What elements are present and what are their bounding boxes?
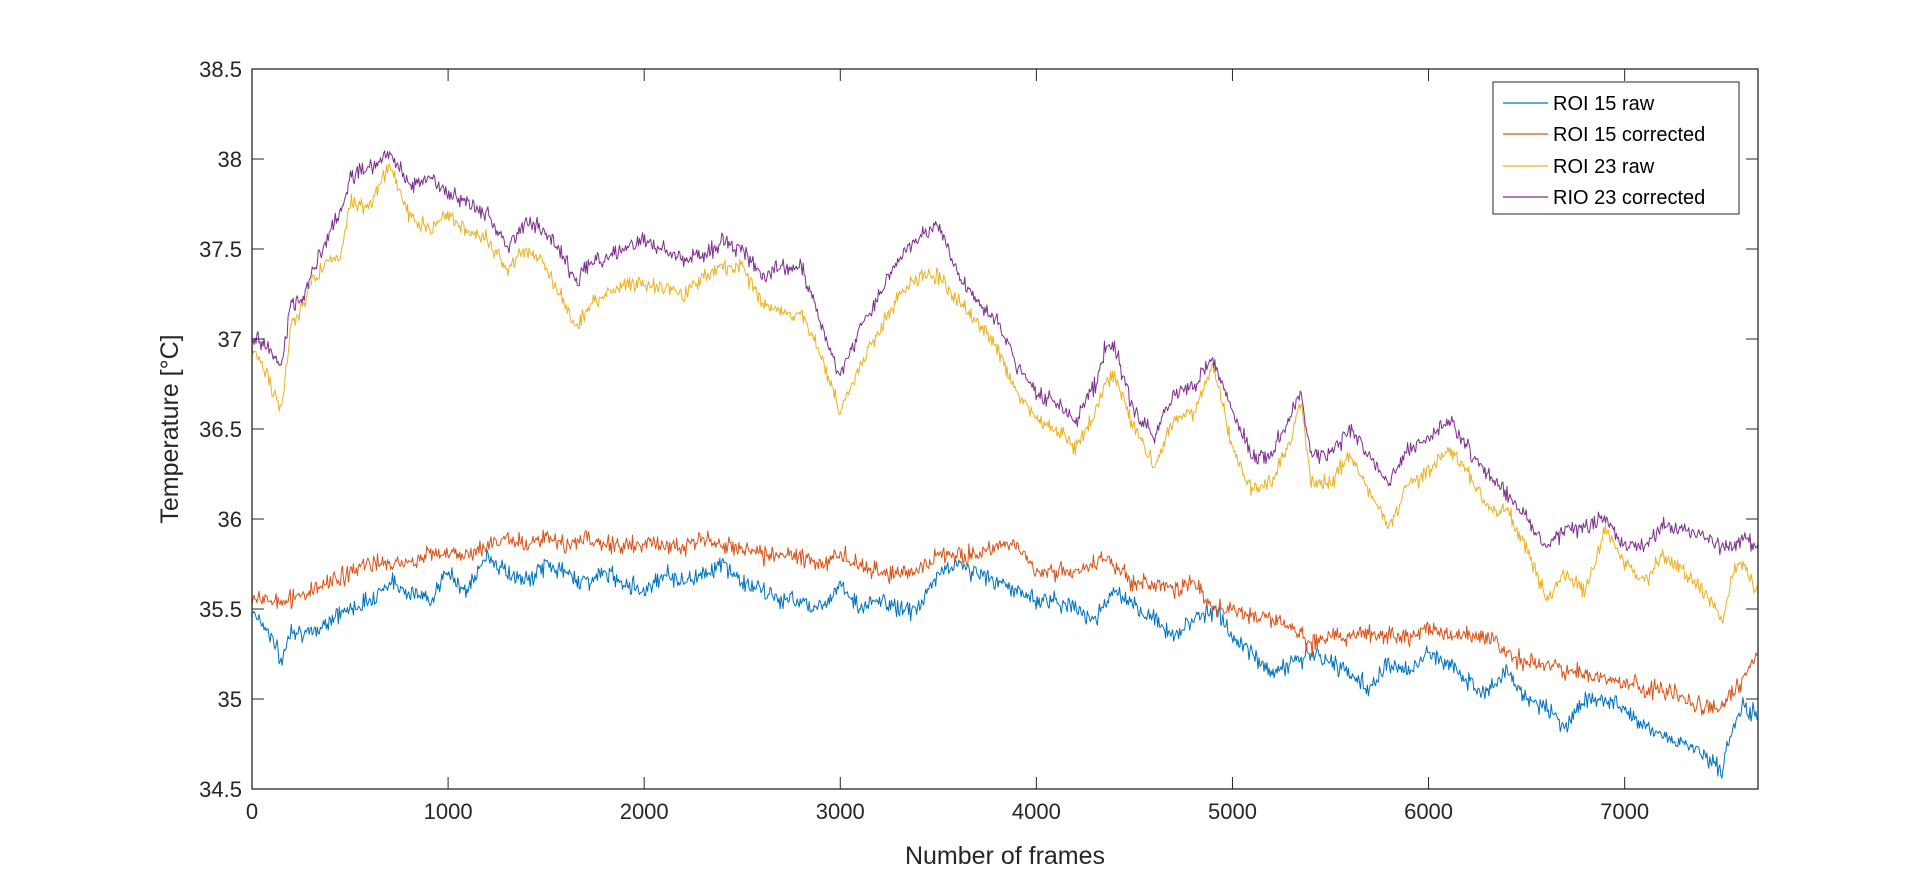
x-tick-label: 1000 <box>424 799 473 824</box>
x-tick-label: 2000 <box>620 799 669 824</box>
y-tick-label: 35 <box>218 687 242 712</box>
x-tick-label: 0 <box>246 799 258 824</box>
x-tick-label: 4000 <box>1012 799 1061 824</box>
x-tick-label: 7000 <box>1600 799 1649 824</box>
series-line-3 <box>251 150 1759 556</box>
legend-label-roi15-corrected: ROI 15 corrected <box>1553 124 1705 146</box>
y-tick-label: 38.5 <box>199 57 242 82</box>
legend-item: ROI 15 corrected <box>1503 124 1705 146</box>
series-layer <box>251 150 1759 779</box>
series-line-0 <box>251 549 1759 779</box>
series-line-1 <box>251 529 1759 716</box>
legend: ROI 15 raw ROI 15 corrected ROI 23 raw R… <box>1492 81 1740 215</box>
y-tick-label: 35.5 <box>199 597 242 622</box>
y-tick-label: 37.5 <box>199 237 242 262</box>
legend-label-rio23-corrected: RIO 23 corrected <box>1553 187 1705 209</box>
y-axis-ticks: 34.5 35 35.5 36 36.5 37 37.5 38 38.5 <box>199 57 1758 802</box>
series-line-2 <box>251 163 1759 624</box>
y-tick-label: 38 <box>218 147 242 172</box>
legend-item: ROI 15 raw <box>1503 93 1655 115</box>
legend-item: ROI 23 raw <box>1503 156 1655 178</box>
y-tick-label: 36.5 <box>199 417 242 442</box>
y-axis-title: Temperature [°C] <box>156 334 184 523</box>
x-tick-label: 3000 <box>816 799 865 824</box>
x-axis-ticks: 0 1000 2000 3000 4000 5000 6000 7000 <box>246 69 1649 824</box>
y-tick-label: 37 <box>218 327 242 352</box>
legend-item: RIO 23 corrected <box>1503 187 1705 209</box>
legend-label-roi15-raw: ROI 15 raw <box>1553 93 1655 115</box>
y-tick-label: 36 <box>218 507 242 532</box>
legend-label-roi23-raw: ROI 23 raw <box>1553 156 1655 178</box>
y-tick-label: 34.5 <box>199 777 242 802</box>
x-tick-label: 6000 <box>1404 799 1453 824</box>
x-tick-label: 5000 <box>1208 799 1257 824</box>
x-axis-title: Number of frames <box>905 842 1105 870</box>
legend-box <box>1492 81 1740 215</box>
